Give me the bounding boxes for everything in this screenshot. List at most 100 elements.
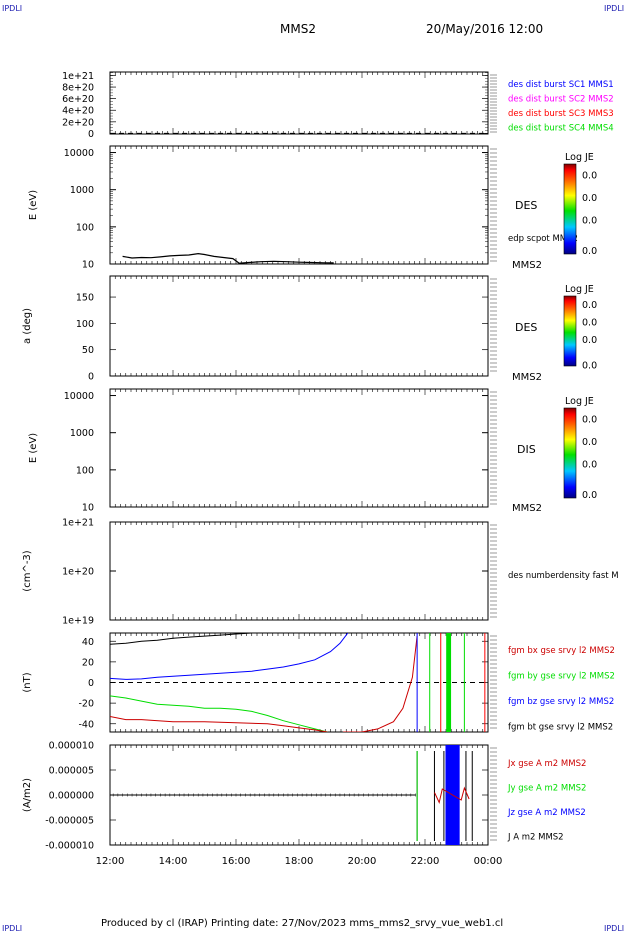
spacecraft-label: MMS2 bbox=[512, 372, 542, 383]
y-axis-label: a (deg) bbox=[22, 308, 33, 344]
panel-label-dis: DIS bbox=[517, 443, 536, 456]
colorbar-des-pitch-title: Log JE bbox=[565, 284, 594, 295]
legend-burst-sc4: des dist burst SC4 MMS4 bbox=[508, 124, 614, 134]
y-tick-label: -0.000005 bbox=[45, 816, 94, 827]
colorbar-dis-energy-tick-label: 0.0 bbox=[582, 437, 597, 448]
y-axis-label: E (eV) bbox=[28, 433, 39, 463]
legend-fgm-3: fgm bt gse srvy l2 MMS2 bbox=[508, 723, 613, 733]
legend-burst-sc1: des dist burst SC1 MMS1 bbox=[508, 80, 614, 90]
jx-wiggle bbox=[434, 786, 470, 805]
y-tick-label: 0.000000 bbox=[49, 791, 94, 802]
series-fgm-bz-gse-srvy-l2-MMS2 bbox=[110, 633, 349, 680]
y-tick-label: 0 bbox=[88, 678, 94, 689]
x-tick-label: 14:00 bbox=[159, 856, 188, 867]
y-tick-label: 100 bbox=[76, 465, 94, 476]
colorbar-dis-energy-tick-label: 0.0 bbox=[582, 459, 597, 470]
legend-current-2: Jz gse A m2 MMS2 bbox=[507, 808, 586, 818]
y-tick-label: 0 bbox=[88, 129, 94, 140]
corner-tag-bottom-left: IPDLI bbox=[2, 924, 23, 933]
legend-current-3: J A m2 MMS2 bbox=[507, 833, 564, 843]
colorbar-des-pitch-tick-label: 0.0 bbox=[582, 300, 597, 311]
y-axis-label: (A/m2) bbox=[22, 778, 33, 812]
legend-fgm-0: fgm bx gse srvy l2 MMS2 bbox=[508, 646, 615, 656]
y-tick-label: 4e+20 bbox=[62, 106, 94, 117]
panel-label-des: DES bbox=[515, 199, 537, 212]
colorbar-des-energy-tick-label: 0.0 bbox=[582, 170, 597, 181]
y-tick-label: 1e+19 bbox=[62, 616, 94, 627]
y-tick-label: 2e+20 bbox=[62, 117, 94, 128]
y-tick-label: -20 bbox=[78, 699, 94, 710]
datetime-title: 20/May/2016 12:00 bbox=[426, 22, 544, 36]
y-tick-label: 0.000005 bbox=[49, 766, 94, 777]
colorbar-des-pitch-tick-label: 0.0 bbox=[582, 317, 597, 328]
colorbar-des-pitch-tick-label: 0.0 bbox=[582, 335, 597, 346]
y-tick-label: 1000 bbox=[70, 185, 94, 196]
panel-frame bbox=[109, 521, 489, 621]
y-tick-label: -40 bbox=[78, 719, 94, 730]
y-tick-label: 0.000010 bbox=[49, 741, 94, 752]
legend-fgm-1: fgm by gse srvy l2 MMS2 bbox=[508, 672, 615, 682]
colorbar-des-pitch-tick-label: 0.0 bbox=[582, 360, 597, 371]
corner-tag-top-right: IPDLI bbox=[604, 4, 625, 13]
x-tick-label: 18:00 bbox=[285, 856, 314, 867]
panel-frame bbox=[109, 71, 489, 135]
colorbar-des-energy-tick-label: 0.0 bbox=[582, 215, 597, 226]
footer-credit: Produced by cl (IRAP) Printing date: 27/… bbox=[101, 918, 504, 929]
panel-frame bbox=[109, 275, 489, 377]
y-tick-label: 100 bbox=[76, 319, 94, 330]
colorbar-des-energy-tick-label: 0.0 bbox=[582, 193, 597, 204]
legend-scpot: edp scpot MMS2 bbox=[508, 234, 578, 244]
colorbar-dis-energy-tick-label: 0.0 bbox=[582, 490, 597, 501]
series-fgm-bt-gse-srvy-l2-MMS2 bbox=[110, 633, 252, 645]
fgm-traces bbox=[110, 633, 486, 732]
spacecraft-title: MMS2 bbox=[280, 22, 316, 36]
y-tick-label: 10 bbox=[82, 260, 94, 271]
colorbar-des-pitch bbox=[563, 295, 577, 367]
spacecraft-label: MMS2 bbox=[512, 503, 542, 514]
y-tick-label: 150 bbox=[76, 293, 94, 304]
legend-density: des numberdensity fast M bbox=[508, 571, 619, 581]
y-tick-label: 1e+20 bbox=[62, 567, 94, 578]
colorbar-dis-energy-title: Log JE bbox=[565, 396, 594, 407]
colorbar-dis-energy-tick-label: 0.0 bbox=[582, 414, 597, 425]
y-tick-label: -0.000010 bbox=[45, 841, 94, 852]
colorbar-dis-energy bbox=[563, 407, 577, 499]
y-tick-label: 10 bbox=[82, 503, 94, 514]
y-tick-label: 100 bbox=[76, 222, 94, 233]
y-axis-label: (nT) bbox=[22, 672, 33, 692]
legend-current-1: Jy gse A m2 MMS2 bbox=[507, 784, 586, 794]
x-tick-label: 00:00 bbox=[474, 856, 503, 867]
legend-burst-sc2: des dist burst SC2 MMS2 bbox=[508, 95, 614, 105]
corner-tag-top-left: IPDLI bbox=[2, 4, 23, 13]
panel-frame bbox=[109, 145, 489, 265]
series-fgm-bx-gse-srvy-l2-MMS2-(late) bbox=[343, 636, 418, 732]
y-tick-label: 8e+20 bbox=[62, 83, 94, 94]
x-tick-label: 22:00 bbox=[411, 856, 440, 867]
scpot-line bbox=[122, 252, 334, 264]
y-axis-label: E (eV) bbox=[28, 190, 39, 220]
corner-tag-bottom-right: IPDLI bbox=[604, 924, 625, 933]
y-tick-label: 6e+20 bbox=[62, 94, 94, 105]
colorbar-des-energy bbox=[563, 163, 577, 255]
legend-burst-sc3: des dist burst SC3 MMS3 bbox=[508, 109, 614, 119]
x-tick-label: 12:00 bbox=[96, 856, 125, 867]
y-tick-label: 20 bbox=[82, 657, 94, 668]
y-tick-label: 1e+21 bbox=[62, 518, 94, 529]
y-tick-label: 10000 bbox=[64, 391, 94, 402]
y-tick-label: 1000 bbox=[70, 428, 94, 439]
panel-frame bbox=[109, 388, 489, 508]
x-tick-label: 20:00 bbox=[348, 856, 377, 867]
y-tick-label: 0 bbox=[88, 372, 94, 383]
legend-fgm-2: fgm bz gse srvy l2 MMS2 bbox=[508, 697, 614, 707]
series-fgm-by-gse-srvy-l2-MMS2 bbox=[110, 695, 328, 732]
y-axis-label: (cm^-3) bbox=[22, 550, 33, 591]
colorbar-des-energy-tick-label: 0.0 bbox=[582, 246, 597, 257]
y-tick-label: 10000 bbox=[64, 148, 94, 159]
x-tick-label: 16:00 bbox=[222, 856, 251, 867]
y-tick-label: 50 bbox=[82, 345, 94, 356]
colorbar-des-energy-title: Log JE bbox=[565, 152, 594, 163]
panel-label-des: DES bbox=[515, 321, 537, 334]
series-fgm-bx-gse-srvy-l2-MMS2 bbox=[110, 716, 328, 732]
y-tick-label: 40 bbox=[82, 637, 94, 648]
